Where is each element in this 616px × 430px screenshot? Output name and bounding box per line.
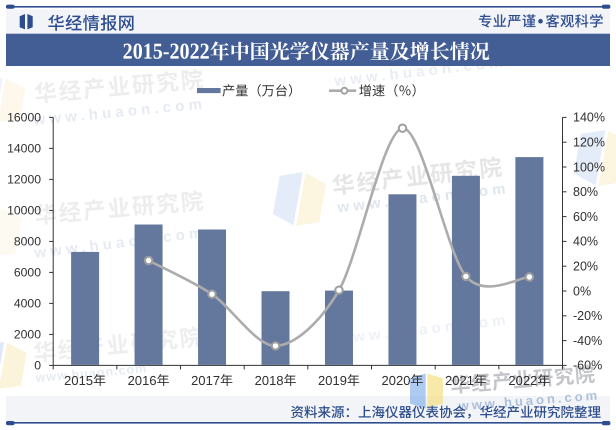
svg-text:www.huaon.com: www.huaon.com [32,95,207,129]
svg-text:80%: 80% [573,185,598,199]
svg-text:2000: 2000 [14,328,41,342]
svg-text:12000: 12000 [7,173,41,187]
svg-text:-20%: -20% [573,309,602,323]
svg-text:4000: 4000 [14,297,41,311]
svg-text:-40%: -40% [573,334,602,348]
svg-text:120%: 120% [573,136,605,150]
svg-text:0%: 0% [573,284,591,298]
svg-text:100%: 100% [573,160,605,174]
svg-text:www.huaon.com: www.huaon.com [336,311,511,348]
svg-text:140%: 140% [573,111,605,125]
svg-text:40%: 40% [573,235,598,249]
svg-text:8000: 8000 [14,235,41,249]
svg-text:16000: 16000 [7,111,41,125]
svg-text:6000: 6000 [14,266,41,280]
svg-text:www.huaon.com: www.huaon.com [32,224,207,262]
svg-text:0: 0 [34,359,41,373]
svg-text:20%: 20% [573,260,598,274]
svg-text:10000: 10000 [7,204,41,218]
svg-text:14000: 14000 [7,142,41,156]
svg-text:60%: 60% [573,210,598,224]
svg-text:-60%: -60% [573,359,602,373]
